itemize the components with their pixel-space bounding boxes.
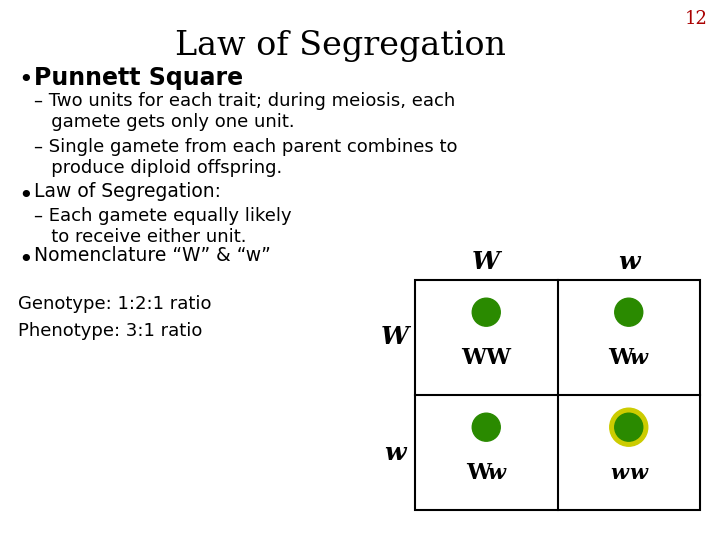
- Text: W: W: [608, 347, 634, 369]
- Text: Phenotype: 3:1 ratio: Phenotype: 3:1 ratio: [18, 322, 202, 340]
- Circle shape: [472, 413, 500, 441]
- Text: 12: 12: [685, 10, 708, 28]
- Text: W: W: [466, 462, 491, 484]
- Text: w: w: [618, 250, 639, 274]
- Text: WW: WW: [462, 347, 511, 369]
- Text: – Single gamete from each parent combines to
   produce diploid offspring.: – Single gamete from each parent combine…: [34, 138, 457, 177]
- Text: •: •: [18, 184, 32, 208]
- Text: W: W: [472, 250, 500, 274]
- Text: W: W: [381, 326, 409, 349]
- Text: – Two units for each trait; during meiosis, each
   gamete gets only one unit.: – Two units for each trait; during meios…: [34, 92, 455, 131]
- Bar: [415, 280, 700, 510]
- Text: Nomenclature “W” & “w”: Nomenclature “W” & “w”: [34, 246, 271, 265]
- Circle shape: [472, 298, 500, 326]
- Text: Law of Segregation: Law of Segregation: [174, 30, 505, 62]
- Text: •: •: [18, 248, 32, 272]
- Text: w: w: [611, 463, 629, 483]
- Text: w: w: [630, 348, 648, 368]
- Text: – Each gamete equally likely
   to receive either unit.: – Each gamete equally likely to receive …: [34, 207, 292, 246]
- Text: w: w: [384, 441, 406, 464]
- Circle shape: [615, 413, 643, 441]
- Text: w: w: [487, 463, 505, 483]
- Circle shape: [615, 298, 643, 326]
- Circle shape: [610, 408, 648, 446]
- Text: Law of Segregation:: Law of Segregation:: [34, 182, 221, 201]
- Text: Punnett Square: Punnett Square: [34, 66, 243, 90]
- Text: Genotype: 1:2:1 ratio: Genotype: 1:2:1 ratio: [18, 295, 212, 313]
- Text: •: •: [18, 68, 32, 92]
- Text: w: w: [630, 463, 648, 483]
